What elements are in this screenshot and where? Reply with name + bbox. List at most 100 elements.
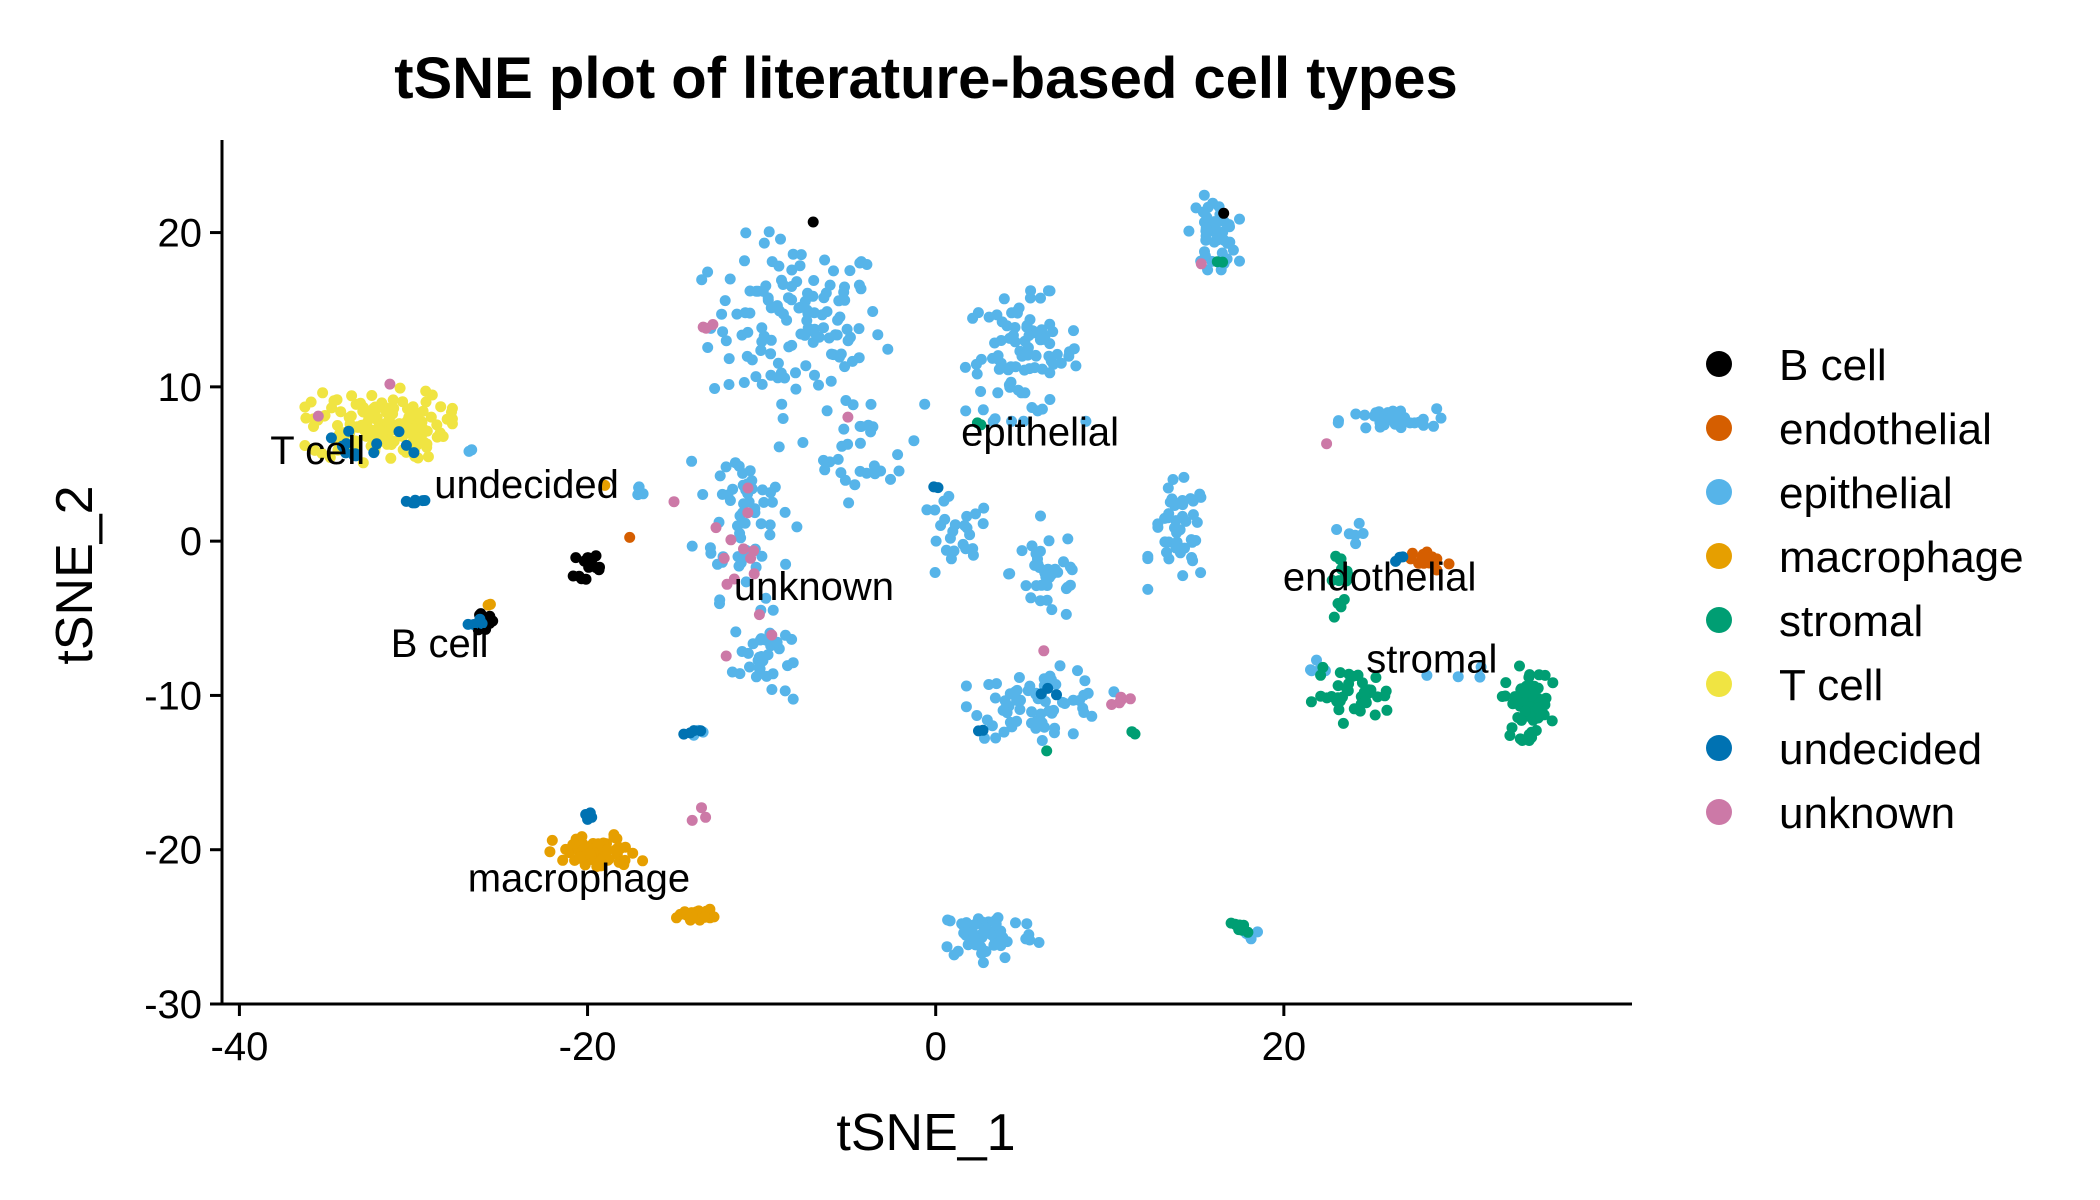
point-t-cell (385, 452, 397, 464)
point-epithelial (1070, 360, 1082, 372)
point-t-cell (379, 435, 391, 447)
point-epithelial (1142, 553, 1154, 565)
point-epithelial (1409, 417, 1421, 429)
point-unknown (1124, 693, 1136, 705)
point-undecided (400, 495, 412, 507)
point-macrophage (602, 844, 614, 856)
point-stromal (1519, 705, 1531, 717)
point-epithelial (1006, 307, 1018, 319)
points-layer (299, 189, 1559, 969)
point-stromal (1539, 669, 1551, 681)
point-epithelial (838, 286, 850, 298)
point-epithelial (1046, 604, 1058, 616)
point-unknown (668, 496, 680, 508)
point-t-cell (437, 431, 449, 442)
point-stromal (1381, 704, 1393, 716)
point-epithelial (1038, 721, 1050, 733)
point-t-cell (343, 412, 355, 424)
point-t-cell (421, 438, 433, 450)
point-epithelial (786, 339, 798, 351)
cluster-label-t-cell: T cell (270, 429, 365, 473)
point-epithelial (1011, 694, 1023, 706)
point-epithelial (1311, 654, 1322, 666)
point-undecided (928, 481, 940, 493)
point-epithelial (1164, 496, 1176, 508)
point-epithelial (765, 302, 777, 314)
point-stromal (1305, 696, 1317, 708)
point-epithelial (1025, 592, 1037, 604)
point-epithelial (823, 332, 835, 344)
point-epithelial (1170, 542, 1182, 554)
point-epithelial (1195, 567, 1207, 579)
point-epithelial (986, 720, 998, 732)
point-unknown (766, 629, 778, 641)
point-epithelial (998, 293, 1010, 305)
point-epithelial (1036, 735, 1048, 746)
point-t-cell (346, 390, 358, 402)
point-epithelial (740, 576, 752, 588)
point-epithelial (938, 495, 950, 507)
point-epithelial (921, 504, 933, 516)
point-epithelial (1049, 563, 1061, 575)
point-epithelial (733, 560, 745, 572)
point-epithelial (919, 398, 931, 410)
point-epithelial (766, 684, 778, 695)
point-stromal (1516, 714, 1527, 726)
point-epithelial (1018, 364, 1030, 376)
point-epithelial (1395, 422, 1407, 434)
point-epithelial (960, 543, 972, 555)
point-epithelial (758, 237, 770, 249)
point-stromal (1225, 917, 1237, 929)
point-epithelial (882, 343, 894, 355)
y-tick-label: 20 (158, 212, 203, 256)
point-epithelial (1360, 422, 1372, 434)
point-stromal (1338, 594, 1350, 605)
point-epithelial (1004, 381, 1016, 393)
point-epithelial (787, 657, 799, 669)
point-epithelial (839, 294, 851, 306)
point-stromal (1315, 669, 1327, 681)
point-b-cell (576, 573, 587, 585)
point-t-cell (422, 451, 434, 463)
point-epithelial (959, 520, 971, 531)
point-unknown (710, 522, 722, 534)
point-epithelial (1179, 542, 1190, 554)
point-t-cell (299, 440, 311, 451)
point-epithelial (1061, 581, 1073, 593)
point-undecided (1397, 551, 1409, 563)
point-epithelial (1331, 524, 1343, 535)
point-macrophage (592, 838, 604, 850)
point-epithelial (834, 351, 845, 363)
point-epithelial (1353, 517, 1365, 529)
point-epithelial (832, 453, 844, 465)
point-epithelial (767, 604, 779, 616)
point-epithelial (758, 496, 770, 508)
point-endothelial (624, 531, 636, 543)
legend-item-unknown: unknown (1706, 789, 1955, 838)
point-epithelial (861, 467, 873, 479)
point-stromal (1321, 692, 1333, 704)
point-undecided (350, 450, 362, 462)
point-epithelial (1035, 510, 1046, 522)
point-epithelial (1187, 555, 1199, 567)
legend: B cell endothelial epithelial macrophage str… (1706, 341, 2024, 838)
point-epithelial (847, 399, 859, 411)
point-t-cell (431, 419, 443, 431)
legend-key-stromal (1706, 607, 1732, 633)
point-epithelial (1044, 670, 1056, 682)
point-stromal (1326, 574, 1338, 586)
point-epithelial (723, 379, 735, 390)
point-unknown (725, 534, 737, 546)
point-epithelial (1041, 594, 1053, 606)
point-epithelial (764, 519, 776, 531)
point-stromal (1335, 553, 1347, 565)
point-b-cell (1218, 207, 1230, 219)
point-epithelial (709, 383, 721, 394)
point-epithelial (1007, 329, 1019, 341)
point-unknown (742, 507, 754, 519)
point-epithelial (755, 344, 767, 356)
point-epithelial (941, 941, 953, 953)
point-epithelial (1014, 704, 1026, 715)
point-t-cell (420, 396, 432, 408)
